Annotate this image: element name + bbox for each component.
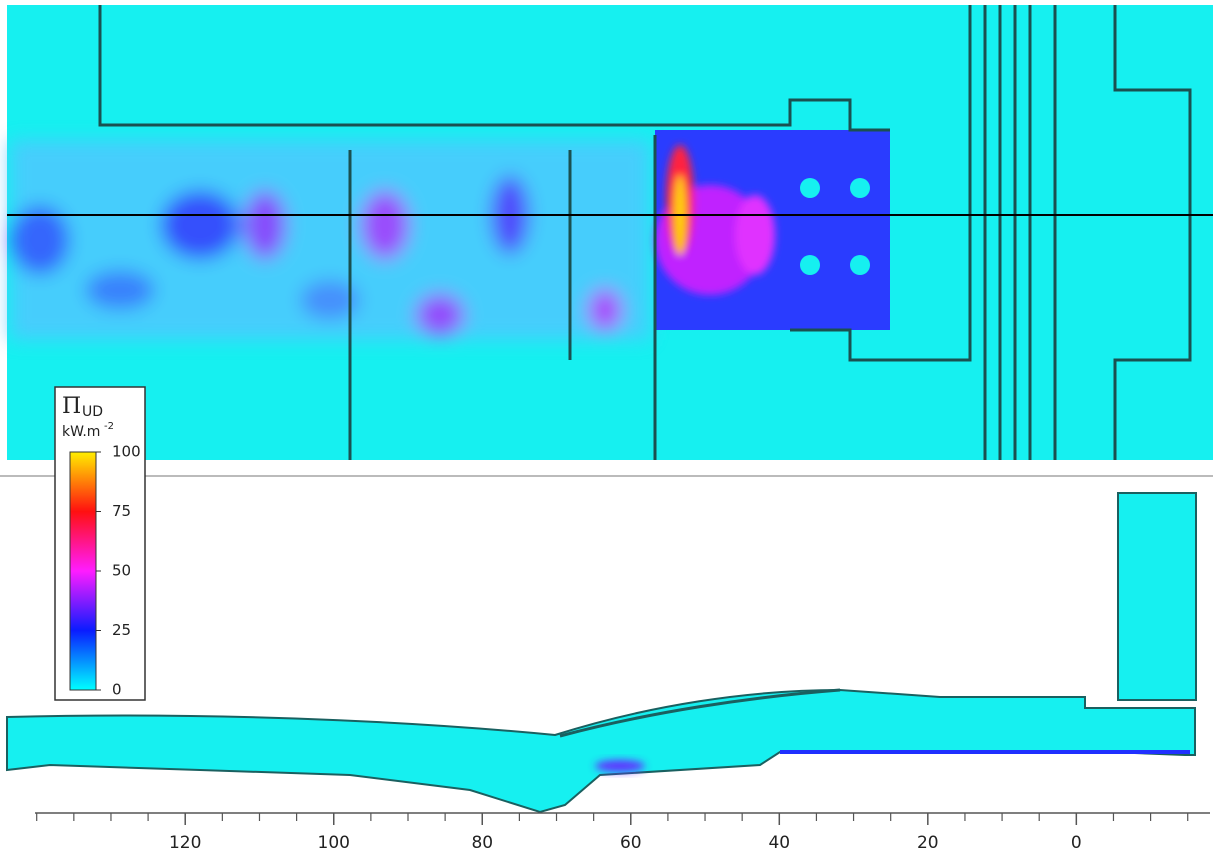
x-tick-label: 0: [1071, 833, 1082, 853]
colorbar: Π UD kW.m -2: [54, 386, 146, 701]
x-tick-label: 120: [169, 833, 201, 853]
x-tick-label: 60: [620, 833, 642, 853]
x-tick-label: 40: [768, 833, 790, 853]
colorbar-unit: kW.m: [62, 424, 100, 440]
colorbar-scale: [69, 451, 97, 691]
x-tick-label: 80: [471, 833, 493, 853]
colorbar-tick-label: 0: [112, 681, 122, 699]
colorbar-unit-sup: -2: [104, 421, 114, 432]
colorbar-tick-label: 25: [112, 621, 131, 639]
colorbar-tick-label: 100: [112, 443, 141, 461]
plan-view: [7, 5, 1213, 460]
colorbar-tick-label: 50: [112, 562, 131, 580]
section-view: [6, 492, 1197, 814]
x-tick-label: 100: [318, 833, 350, 853]
colorbar-title: Π: [62, 394, 81, 419]
colorbar-title-sub: UD: [82, 404, 103, 420]
x-tick-label: 20: [917, 833, 939, 853]
colorbar-tick-label: 75: [112, 502, 131, 520]
